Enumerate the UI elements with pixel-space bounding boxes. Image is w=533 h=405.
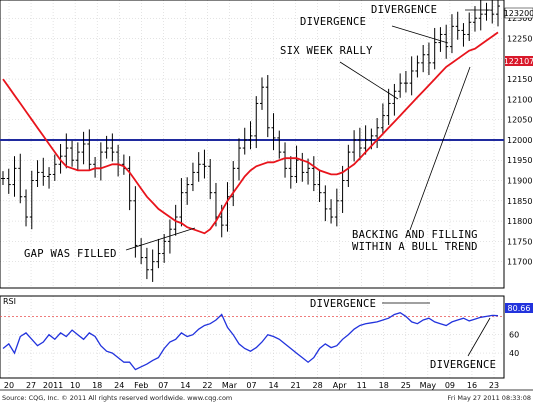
price-y-tick: 118000 [507, 217, 533, 226]
annotation-backing-filling: BACKING AND FILLING [352, 229, 478, 241]
x-tick: Apr [333, 381, 348, 390]
x-tick: 10 [70, 381, 80, 390]
x-tick: May [420, 381, 437, 390]
x-tick: 16 [467, 381, 477, 390]
last-price-box [504, 7, 533, 19]
x-tick: 22 [202, 381, 212, 390]
price-y-tick: 119500 [507, 156, 533, 165]
x-tick: 07 [158, 381, 168, 390]
price-bars [1, 0, 500, 282]
x-tick-labels: 20 27 2011 10 18 24 Feb 07 14 22 Mar 07 14 21 28 Apr 11 1… [4, 381, 499, 390]
x-tick: 27 [26, 381, 36, 390]
price-y-tick: 118500 [507, 197, 533, 206]
annotations: DIVERGENCE DIVERGENCE SIX WEEK RALLY GAP… [24, 4, 496, 371]
x-tick: 07 [246, 381, 256, 390]
last-price-label: 123200 [504, 9, 533, 18]
arrow-six-week-rally [339, 61, 399, 100]
x-tick: 14 [268, 381, 278, 390]
annotation-divergence-mid: DIVERGENCE [300, 16, 366, 28]
price-y-tick: 121000 [507, 95, 533, 104]
arrow-backing-filling [409, 66, 471, 231]
x-tick: 24 [114, 381, 124, 390]
annotation-divergence-top: DIVERGENCE [371, 4, 437, 16]
rsi-gridlines [0, 296, 504, 378]
x-tick: Feb [134, 381, 148, 390]
rsi-panel-label: RSI [3, 297, 16, 306]
rsi-value-box [505, 303, 533, 313]
x-tick: 2011 [43, 381, 63, 390]
x-tick: Mar [222, 381, 238, 390]
x-tick: 23 [489, 381, 499, 390]
annotation-rsi-divergence-bottom: DIVERGENCE [430, 359, 496, 371]
rsi-value-label: 80.66 [508, 304, 531, 313]
footer-timestamp: Fri May 27 2011 08:33:08 [448, 394, 531, 402]
arrow-gap-filled [125, 227, 196, 251]
rsi-line [2, 311, 499, 371]
price-y-tick: 123000 [507, 14, 533, 23]
price-y-tick: 121500 [507, 75, 533, 84]
x-tick: 18 [379, 381, 389, 390]
price-y-tick-labels: 117000 117500 118000 118500 119000 119500 1200… [507, 14, 533, 266]
annotation-bull-trend: WITHIN A BULL TREND [352, 241, 478, 253]
annotation-six-week-rally: SIX WEEK RALLY [280, 45, 373, 57]
arrow-divergence-mid [391, 25, 449, 44]
annotation-gap-filled: GAP WAS FILLED [24, 248, 117, 260]
x-tick: 28 [313, 381, 323, 390]
price-y-tick: 117000 [507, 258, 533, 267]
ma-value-label: 122107 [504, 57, 533, 66]
x-tick: 21 [290, 381, 300, 390]
ma-value-box [505, 56, 533, 66]
x-tick: 20 [4, 381, 14, 390]
price-y-tick: 122500 [507, 35, 533, 44]
rsi-panel-frame [0, 295, 505, 379]
rsi-y-tick-labels: 60 40 [509, 331, 519, 358]
footer-source: Source: CQG, Inc. © 2011 All rights rese… [2, 394, 232, 402]
price-y-tick: 120000 [507, 136, 533, 145]
x-tick: 09 [445, 381, 455, 390]
rsi-y-tick: 40 [509, 349, 519, 358]
x-tick: 18 [92, 381, 102, 390]
price-panel-frame [0, 0, 505, 289]
price-y-tick: 119000 [507, 177, 533, 186]
price-y-tick: 120500 [507, 116, 533, 125]
x-tick: 11 [357, 381, 367, 390]
annotation-rsi-divergence-top: DIVERGENCE [310, 298, 376, 310]
x-tick: 14 [180, 381, 190, 390]
price-y-tick: 117500 [507, 237, 533, 246]
moving-average-line [2, 31, 499, 235]
x-tick: 25 [401, 381, 411, 390]
rsi-y-tick: 60 [509, 331, 519, 340]
arrow-rsi-divergence-bottom [467, 317, 491, 357]
